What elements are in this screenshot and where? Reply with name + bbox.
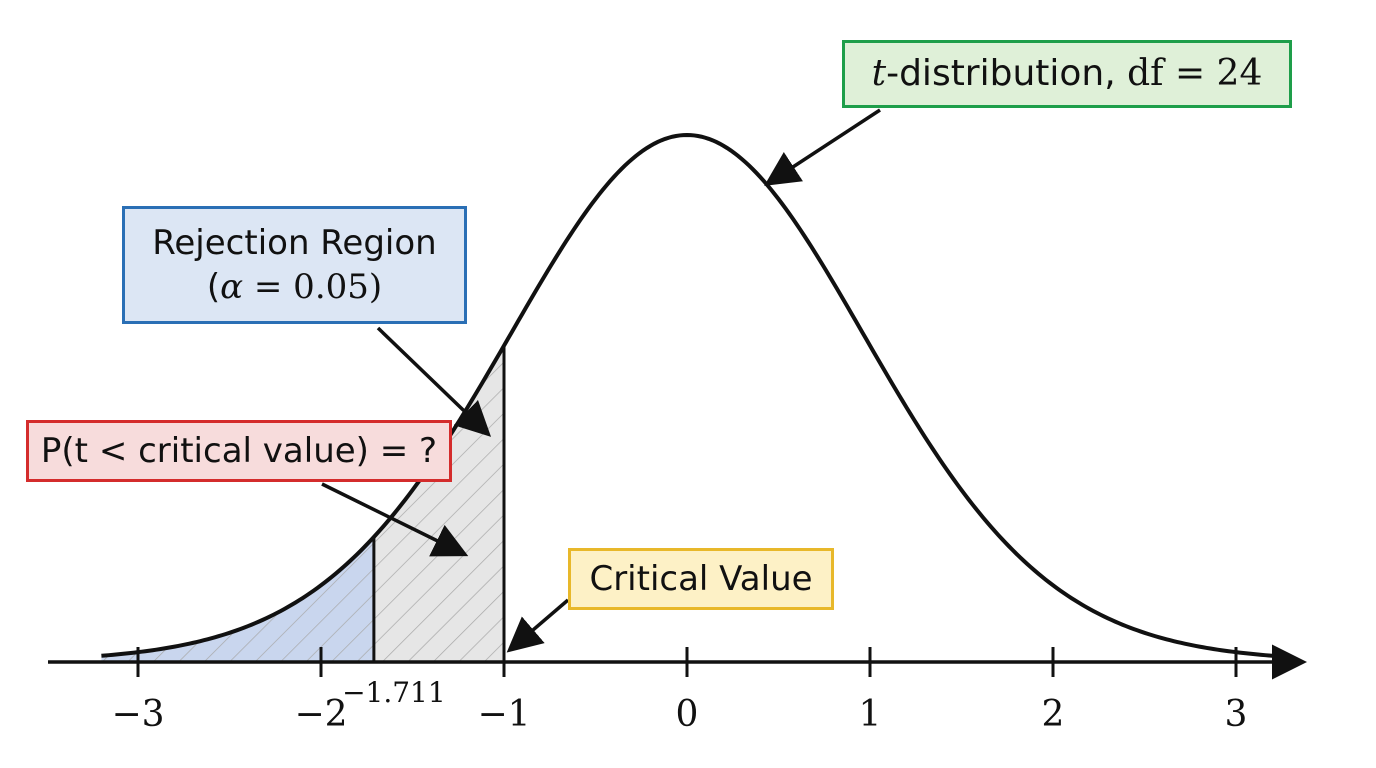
alpha-symbol: α: [220, 267, 244, 307]
distribution-text: -distribution,: [886, 52, 1128, 94]
rejection-open-paren: (: [206, 267, 221, 307]
rejection-region-hatch: [101, 536, 374, 662]
critical-value-text: Critical Value: [589, 558, 813, 599]
distribution-variable: t: [871, 52, 887, 94]
critical-value-box: Critical Value: [568, 548, 834, 610]
rejection-arrow: [376, 326, 492, 437]
alpha-value: = 0.05): [243, 267, 383, 307]
x-tick-label: 3: [1225, 694, 1248, 735]
x-tick-label: −1: [477, 694, 530, 735]
probability-text: P(t < critical value) = ?: [40, 430, 438, 471]
x-tick-label: 1: [859, 694, 882, 735]
degrees-of-freedom: df = 24: [1127, 52, 1263, 94]
critical-value-arrow: [506, 598, 570, 653]
density-curve: [101, 132, 1273, 658]
x-tick-label: 0: [676, 694, 699, 735]
probability-label: P(t < critical value) = ?: [26, 420, 452, 482]
distribution-arrow: [764, 108, 881, 186]
probability-region-hatch: [373, 345, 504, 662]
probability-arrow: [321, 482, 469, 557]
distribution-label: t-distribution, df = 24: [842, 40, 1292, 108]
critical-value-label: −1.711: [342, 676, 446, 709]
x-tick-label: 2: [1042, 694, 1065, 735]
rejection-region-label: Rejection Region (α = 0.05): [122, 206, 467, 324]
x-tick-label: −3: [111, 694, 164, 735]
x-tick-label: −2: [294, 694, 347, 735]
rejection-region-title: Rejection Region: [152, 222, 437, 263]
